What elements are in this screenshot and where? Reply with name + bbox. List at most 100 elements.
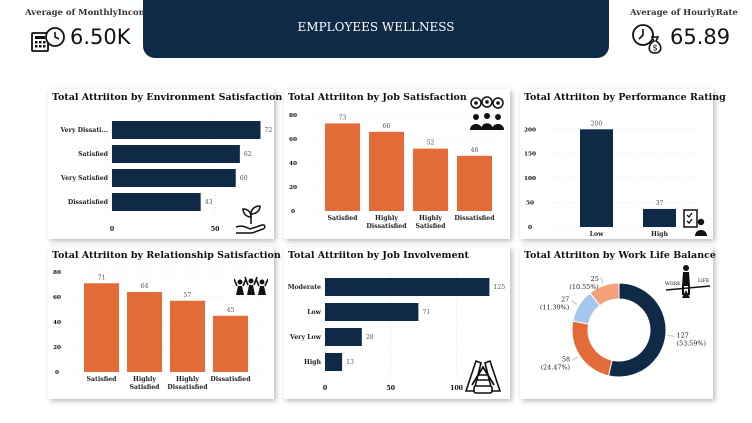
card-work-life-balance: Total Attriiton by Work Life Balance 127… [520, 247, 716, 399]
card-job-involvement: Total Attriiton by Job Involvement 0 50 10… [284, 247, 510, 399]
data-label: 73 [339, 114, 347, 121]
bar [325, 328, 362, 346]
page-title: EMPLOYEES WELLNESS [297, 20, 455, 34]
chart-job-involvement: 0 50 100 Moderate 125 Low 71 Very Low 28 High 13 [288, 274, 505, 392]
donut-slice [589, 282, 620, 307]
data-label: 71 [98, 274, 106, 281]
leader-line [571, 356, 579, 361]
bar [369, 131, 404, 211]
category-label: Dissatisfied [454, 215, 495, 222]
bar [413, 148, 448, 211]
chart-title-work-life-balance: Total Attriiton by Work Life Balance [524, 250, 716, 261]
x-tick-label: 50 [386, 385, 395, 392]
data-label: 43 [205, 199, 213, 206]
kpi-monthly-income-value: 6.50K [70, 25, 131, 49]
y-tick-label: 60 [289, 137, 297, 143]
category-label: High [304, 359, 322, 366]
kpi-hourly-rate-label: Average of HourlyRate [630, 8, 738, 18]
y-tick-label: 40 [53, 320, 61, 326]
chart-work-life-balance: 127(53.59%) 58(24.47%) 27(11.39%) 25(10.55%… [540, 275, 706, 378]
data-label: 200 [591, 120, 603, 127]
category-label: Moderate [288, 284, 321, 291]
y-tick-label: 150 [524, 152, 536, 158]
life-label: LIFE [698, 278, 709, 284]
bar [112, 193, 201, 211]
data-label: 46 [471, 147, 479, 154]
category-label: Satisfied [87, 376, 118, 383]
y-tick-label: 80 [289, 113, 297, 119]
y-tick-label: 0 [55, 370, 59, 376]
plant-in-hand-icon [235, 205, 266, 234]
category-label: Dissatisfied [210, 376, 251, 383]
slice-percent-label: (53.59%) [677, 339, 706, 347]
work-life-scale-icon: WORK LIFE [665, 265, 711, 298]
kpi-monthly-income-label: Average of MonthlyIncome [25, 8, 154, 18]
svg-text:$: $ [652, 44, 657, 53]
category-label: High [651, 231, 669, 238]
y-tick-label: 40 [289, 161, 297, 167]
kpi-hourly-rate-value: 65.89 [670, 25, 731, 49]
y-tick-label: 0 [291, 209, 295, 215]
data-label: 28 [366, 334, 374, 341]
data-label: 45 [227, 307, 235, 314]
card-performance-rating: Total Attriiton by Performance Rating 0 5… [520, 89, 726, 239]
x-tick-label: 0 [110, 226, 115, 233]
slice-percent-label: (10.55%) [569, 283, 598, 291]
data-label: 66 [383, 123, 391, 130]
chart-title-performance: Total Attriiton by Performance Rating [524, 92, 726, 103]
title-banner: EMPLOYEES WELLNESS [143, 0, 609, 58]
category-label: Dissatisfied [68, 199, 109, 206]
clock-money-bag-icon: $ [632, 24, 662, 54]
data-label: 125 [493, 284, 505, 291]
chart-title-environment: Total Attriiton by Environment Satisfact… [52, 92, 283, 103]
data-label: 62 [244, 151, 252, 158]
chart-performance-rating: 0 50 100 150 200 200 Low 37 High [524, 120, 700, 238]
category-label: Satisfied [328, 215, 359, 222]
leader-line [571, 300, 578, 305]
bar [325, 303, 419, 321]
chart-title-job-satisfaction: Total Attriiton by Job Satisfaction [288, 92, 467, 103]
y-tick-label: 0 [528, 225, 532, 231]
category-label: Low [307, 309, 321, 316]
x-tick-label: 50 [211, 226, 220, 233]
calculator-clock-icon [31, 27, 65, 52]
y-tick-label: 100 [524, 176, 536, 182]
bar [457, 155, 492, 211]
category-label: Satisfied [78, 151, 109, 158]
data-label: 57 [184, 292, 192, 299]
x-tick-label: 0 [323, 385, 328, 392]
category-label: Highly Dissatisfied [167, 376, 208, 391]
y-tick-label: 20 [53, 345, 61, 351]
data-label: 71 [422, 309, 430, 316]
chart-job-satisfaction: 0 20 40 60 80 73 Satisfied 66 Highly Dissatisfied… [289, 113, 496, 230]
donut-slice [607, 282, 667, 378]
data-label: 60 [240, 175, 248, 182]
chart-title-relationship: Total Attriiton by Relationship Satisfac… [52, 250, 281, 261]
work-label: WORK [665, 281, 681, 287]
data-label: 72 [265, 127, 273, 134]
donut-slice [571, 320, 613, 377]
bar [84, 283, 119, 372]
bar [170, 300, 205, 372]
y-tick-label: 50 [526, 201, 534, 207]
bar [580, 129, 613, 227]
y-tick-label: 200 [524, 127, 536, 133]
category-label: Low [590, 231, 604, 238]
data-label: 37 [656, 200, 664, 207]
team-gears-icon [470, 96, 504, 130]
chart-relationship-satisfaction: 0 20 40 60 80 71 Satisfied 64 Highly Satisfied 57 H… [53, 270, 261, 391]
category-label: Highly Satisfied [416, 215, 447, 230]
category-label: Very Low [289, 334, 322, 341]
slice-percent-label: (11.39%) [540, 304, 569, 312]
category-label: Very Dissati... [59, 127, 108, 134]
card-environment-satisfaction: Total Attriiton by Environment Satisfact… [48, 89, 282, 239]
bar [112, 145, 240, 163]
bar [643, 208, 676, 227]
category-label: Highly Dissatisfied [366, 215, 407, 230]
data-label: 52 [427, 140, 435, 147]
bar [325, 353, 343, 371]
data-label: 64 [141, 283, 149, 290]
leader-line [667, 335, 675, 337]
y-tick-label: 60 [53, 295, 61, 301]
slice-value-label: 27 [561, 296, 569, 304]
